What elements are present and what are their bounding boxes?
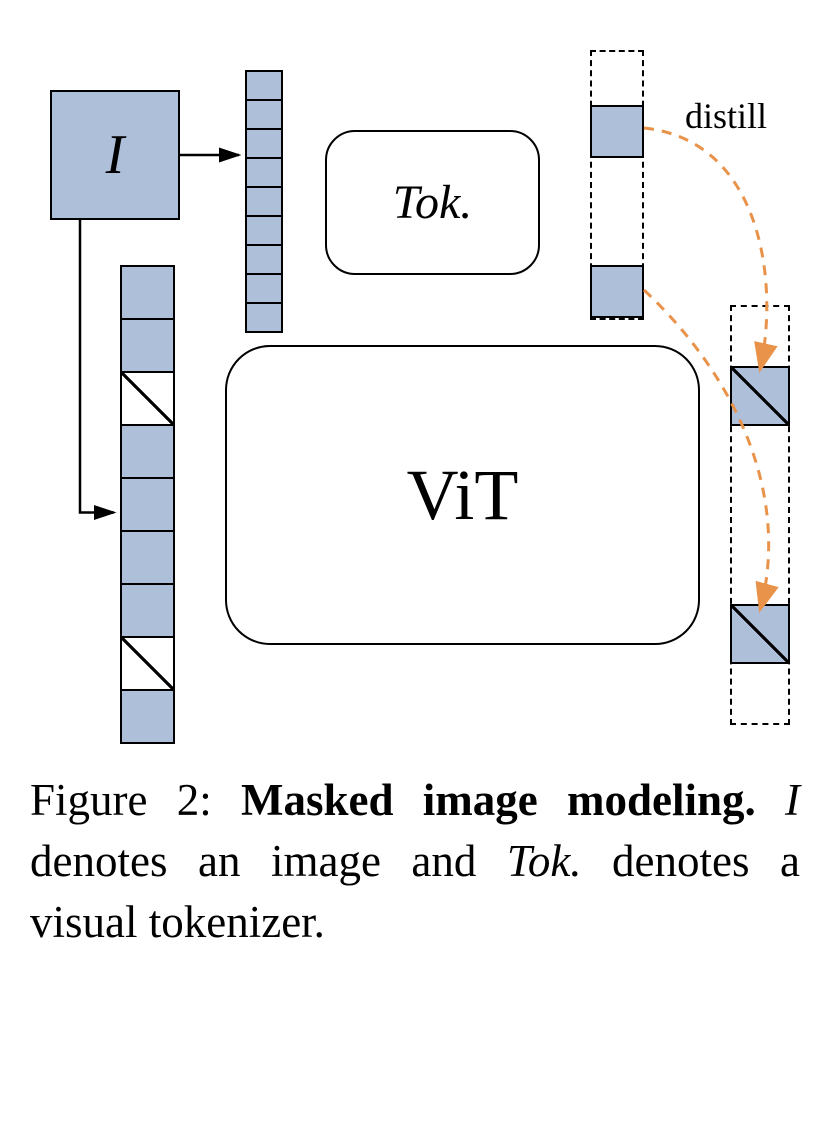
tokenizer-label: Tok.: [393, 175, 473, 230]
token-cell: [120, 689, 175, 744]
dashed-slot: [592, 158, 642, 211]
token-cell: [245, 128, 283, 159]
input-image-label: I: [106, 123, 125, 187]
token-cell: [245, 70, 283, 101]
caption-Tok: Tok.: [507, 836, 582, 886]
caption-text-2: denotes an image and: [30, 836, 507, 886]
caption-title: Masked image modeling.: [241, 775, 756, 825]
diagram-canvas: I Tok. ViT distill: [0, 0, 830, 750]
figure-caption: Figure 2: Masked image modeling. I denot…: [30, 770, 800, 952]
tokenizer-box: Tok.: [325, 130, 540, 275]
dashed-slot: [592, 212, 642, 265]
filled-token-cell: [590, 265, 644, 318]
token-cell: [120, 265, 175, 320]
dashed-slot: [592, 52, 642, 105]
token-cell: [245, 244, 283, 275]
token-cell: [245, 99, 283, 130]
predicted-masked-token-cell: [730, 604, 790, 663]
dashed-slot: [732, 307, 788, 366]
dashed-column-tokenizer-output: [590, 50, 644, 320]
distill-label: distill: [685, 95, 767, 137]
filled-token-cell: [590, 105, 644, 158]
dashed-column-vit-output: [730, 305, 790, 725]
input-image-box: I: [50, 90, 180, 220]
dashed-slot: [732, 366, 788, 425]
dashed-slot: [732, 545, 788, 604]
token-cell: [120, 318, 175, 373]
token-cell: [245, 157, 283, 188]
token-cell: [245, 273, 283, 304]
predicted-masked-token-cell: [730, 366, 790, 425]
dashed-slot: [592, 265, 642, 318]
dashed-slot: [732, 604, 788, 663]
vit-label: ViT: [407, 454, 519, 537]
token-cell: [120, 424, 175, 479]
distill-text: distill: [685, 96, 767, 136]
dashed-slot: [732, 664, 788, 723]
token-cell: [245, 186, 283, 217]
dashed-slot: [732, 485, 788, 544]
dashed-slot: [732, 426, 788, 485]
token-cell: [245, 302, 283, 333]
token-cell: [120, 477, 175, 532]
token-column-top: [245, 70, 283, 331]
vit-box: ViT: [225, 345, 700, 645]
token-cell: [120, 583, 175, 638]
caption-prefix: Figure 2:: [30, 775, 241, 825]
dashed-slot: [592, 105, 642, 158]
token-column-left: [120, 265, 175, 742]
masked-token-cell: [120, 636, 175, 691]
caption-I: I: [785, 775, 800, 825]
masked-token-cell: [120, 371, 175, 426]
token-cell: [120, 530, 175, 585]
caption-text-1: [756, 775, 785, 825]
token-cell: [245, 215, 283, 246]
